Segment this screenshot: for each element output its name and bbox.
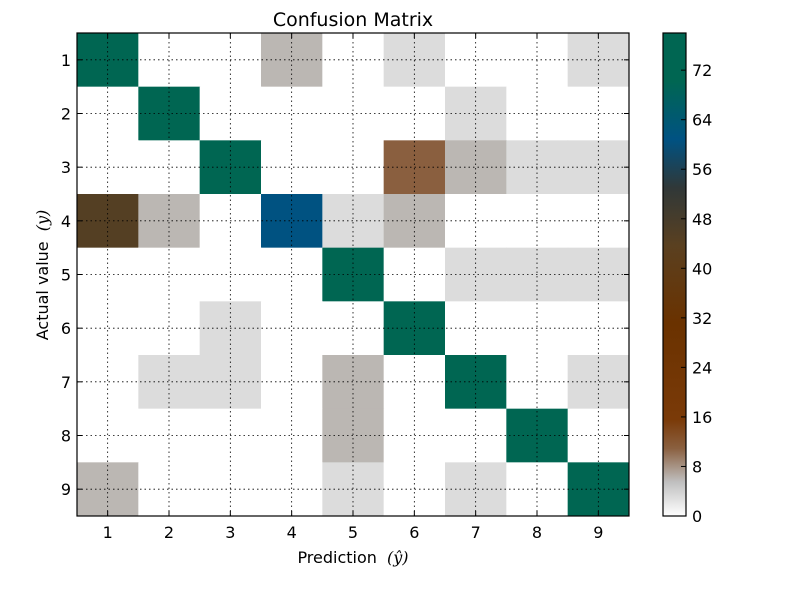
- x-tick-label: 9: [593, 523, 603, 542]
- heatmap-cell-r6-c5: [322, 301, 385, 356]
- heatmap-cell-r5-c7: [445, 247, 507, 302]
- y-axis-label: Actual value: [33, 241, 52, 340]
- colorbar-tick-label: 8: [692, 457, 702, 476]
- colorbar-tick-label: 0: [692, 507, 702, 526]
- heatmap-cell-r4-c5: [322, 194, 385, 249]
- x-tick-label: 7: [471, 523, 481, 542]
- y-tick-label: 1: [61, 51, 71, 70]
- y-tick-label: 4: [61, 212, 71, 231]
- y-tick-label: 8: [61, 427, 71, 446]
- y-tick-label: 9: [61, 480, 71, 499]
- colorbar-tick-label: 64: [692, 111, 712, 130]
- heatmap-cell-r2-c5: [322, 86, 385, 141]
- x-axis-ticks: 1 2 3 4 5 6 7 8 9: [103, 33, 603, 542]
- x-tick-label: 2: [164, 523, 174, 542]
- grid-lines: [77, 33, 629, 516]
- y-tick-label: 5: [61, 266, 71, 285]
- heatmap-cell-r5-c4: [261, 247, 323, 302]
- x-axis-title: Prediction (ŷ): [297, 548, 408, 567]
- heatmap-cell-r9-c5: [322, 462, 385, 517]
- y-axis-title: Actual value (y): [33, 210, 52, 341]
- y-axis-ticks: 1 2 3 4 5 6 7 8 9: [61, 51, 629, 499]
- x-tick-label: 1: [103, 523, 113, 542]
- chart-title: Confusion Matrix: [273, 9, 433, 31]
- y-tick-label: 3: [61, 158, 71, 177]
- y-tick-label: 6: [61, 319, 71, 338]
- heatmap-cell-r6-c4: [261, 301, 323, 356]
- colorbar-tick-label: 48: [692, 210, 712, 229]
- x-axis-symbol: (ŷ): [387, 548, 409, 567]
- heatmap-cell-r7-c4: [261, 355, 323, 410]
- heatmap-cell-r3-c5: [322, 140, 385, 195]
- heatmap-cell-r8-c5: [322, 408, 385, 463]
- heatmap-cell-r5-c5: [322, 247, 385, 302]
- colorbar-tick-label: 72: [692, 61, 712, 80]
- heatmap-cell-r7-c7: [445, 355, 507, 410]
- colorbar-frame: [662, 32, 687, 517]
- colorbar-gradient: [663, 33, 686, 516]
- colorbar-tick-label: 24: [692, 358, 712, 377]
- colorbar-tick-label: 32: [692, 309, 712, 328]
- y-tick-label: 2: [61, 105, 71, 124]
- heatmap-cell-r6-c7: [445, 301, 507, 356]
- heatmap-cell-r7-c5: [322, 355, 385, 410]
- x-tick-label: 8: [532, 523, 542, 542]
- colorbar-ticks: 0 8 16 24 32 40 48 56 64 72: [681, 61, 712, 526]
- x-tick-label: 5: [348, 523, 358, 542]
- colorbar-tick-label: 56: [692, 160, 712, 179]
- y-axis-symbol: (y): [33, 210, 52, 232]
- x-axis-label: Prediction: [297, 548, 376, 567]
- y-tick-label: 7: [61, 373, 71, 392]
- colorbar-tick-label: 16: [692, 408, 712, 427]
- x-tick-label: 6: [409, 523, 419, 542]
- colorbar-tick-label: 40: [692, 259, 712, 278]
- x-tick-label: 3: [225, 523, 235, 542]
- x-tick-label: 4: [287, 523, 297, 542]
